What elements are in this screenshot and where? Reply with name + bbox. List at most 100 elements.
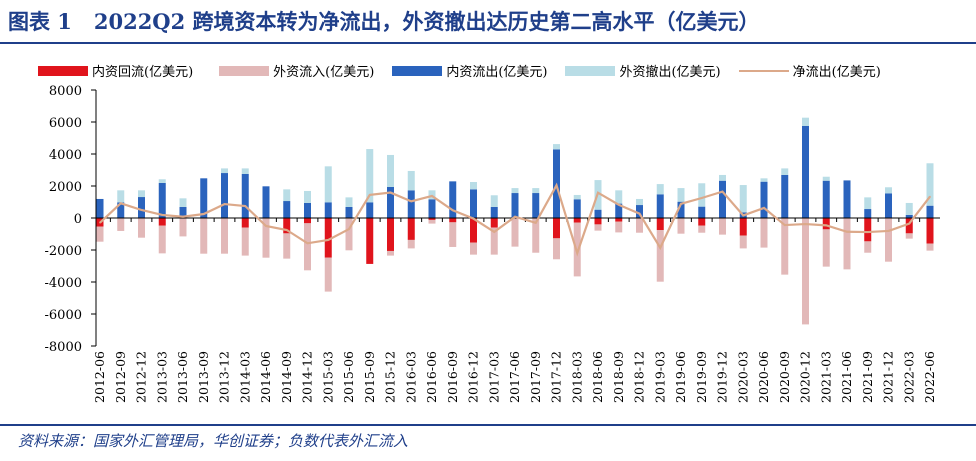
bar-domestic-outflow (428, 199, 436, 218)
point-net-outflow (99, 221, 101, 224)
bar-foreign-withdraw (158, 179, 166, 183)
bar-domestic-return (324, 218, 332, 258)
bar-foreign-withdraw (636, 198, 643, 206)
bar-domestic-outflow (594, 209, 602, 218)
x-tick-label: 2017-09 (528, 351, 543, 403)
bar-domestic-return (553, 218, 560, 239)
y-tick-label: 0 (74, 212, 82, 227)
bar-domestic-return (158, 218, 166, 226)
x-tick-label: 2017-12 (549, 351, 564, 403)
bar-foreign-withdraw (366, 149, 374, 203)
bar-foreign-withdraw (822, 176, 830, 181)
bar-domestic-return (926, 218, 934, 244)
bar-foreign-withdraw (864, 197, 872, 210)
point-net-outflow (431, 195, 433, 197)
title-divider (0, 42, 976, 44)
bar-foreign-inflow (241, 227, 249, 256)
bar-foreign-withdraw (573, 194, 581, 200)
x-tick-label: 2018-12 (632, 351, 647, 403)
bar-foreign-inflow (283, 233, 291, 259)
point-net-outflow (410, 200, 413, 203)
point-net-outflow (244, 205, 247, 207)
bar-foreign-inflow (345, 218, 353, 251)
bar-domestic-return (407, 218, 415, 240)
bar-foreign-inflow (636, 218, 643, 233)
bar-foreign-inflow (304, 223, 311, 271)
bar-domestic-return (470, 218, 477, 243)
point-net-outflow (451, 209, 454, 212)
bar-domestic-outflow (615, 203, 623, 218)
bar-domestic-outflow (511, 193, 519, 218)
bar-domestic-return (822, 218, 830, 230)
point-net-outflow (763, 207, 765, 209)
bar-foreign-inflow (324, 257, 332, 292)
bar-foreign-withdraw (656, 184, 664, 195)
bar-foreign-withdraw (117, 190, 125, 203)
bar-domestic-outflow (387, 186, 394, 218)
x-tick-label: 2018-03 (569, 351, 584, 403)
legend-swatch (565, 65, 616, 76)
bar-domestic-outflow (345, 206, 353, 218)
bar-domestic-outflow (926, 205, 934, 218)
bar-foreign-withdraw (221, 168, 228, 174)
bar-domestic-return (739, 218, 747, 236)
x-tick-label: 2019-03 (652, 351, 667, 403)
x-tick-label: 2020-03 (735, 351, 750, 403)
x-tick-label: 2021-06 (839, 351, 854, 403)
bar-domestic-outflow (822, 180, 830, 218)
bar-foreign-withdraw (719, 174, 726, 181)
point-net-outflow (493, 231, 496, 233)
legend-label: 外资撤出(亿美元) (619, 65, 721, 80)
bar-domestic-outflow (96, 198, 104, 218)
bar-domestic-outflow (885, 193, 892, 218)
bar-foreign-inflow (864, 241, 872, 253)
point-net-outflow (908, 222, 911, 225)
bar-foreign-inflow (117, 218, 125, 231)
x-tick-label: 2013-03 (154, 351, 169, 403)
x-tick-label: 2022-06 (922, 351, 937, 403)
legend-item-foreign-withdraw: 外资撤出(亿美元) (547, 61, 721, 80)
point-net-outflow (700, 197, 703, 199)
bar-foreign-inflow (594, 224, 602, 231)
x-tick-label: 2016-03 (403, 351, 418, 403)
point-net-outflow (680, 202, 682, 205)
bar-domestic-outflow (221, 173, 228, 218)
point-net-outflow (804, 223, 807, 225)
x-tick-label: 2016-09 (445, 351, 460, 403)
legend-label: 内资流出(亿美元) (446, 65, 548, 80)
point-net-outflow (825, 224, 828, 227)
point-net-outflow (576, 252, 579, 254)
x-tick-label: 2015-12 (383, 351, 398, 403)
bar-foreign-inflow (387, 250, 394, 256)
legend-swatch (392, 65, 443, 76)
source-divider (0, 424, 976, 426)
x-tick-label: 2021-12 (881, 351, 896, 403)
bar-domestic-outflow (532, 193, 540, 218)
point-net-outflow (783, 224, 786, 226)
bar-foreign-inflow (698, 225, 706, 233)
bar-domestic-outflow (179, 206, 187, 218)
bar-foreign-withdraw (511, 188, 519, 194)
x-tick-label: 2014-06 (258, 351, 273, 403)
bar-domestic-return (864, 218, 872, 242)
legend-swatch (219, 65, 270, 76)
y-tick-label: 6000 (49, 116, 82, 131)
bar-foreign-withdraw (781, 168, 789, 175)
legend-item-domestic-outflow: 内资流出(亿美元) (374, 61, 547, 80)
x-tick-label: 2016-06 (424, 351, 439, 403)
point-net-outflow (638, 212, 641, 215)
legend-label: 内资回流(亿美元) (92, 65, 194, 80)
bar-domestic-outflow (262, 186, 270, 218)
bar-domestic-outflow (283, 201, 291, 218)
bar-domestic-outflow (241, 174, 249, 218)
bar-foreign-inflow (885, 218, 892, 262)
bar-domestic-outflow (760, 181, 768, 218)
bar-foreign-inflow (926, 243, 934, 251)
bar-foreign-inflow (179, 218, 187, 237)
bar-foreign-inflow (200, 218, 208, 254)
point-net-outflow (659, 246, 662, 249)
x-tick-label: 2014-03 (237, 351, 252, 403)
x-tick-label: 2017-06 (507, 351, 522, 403)
bar-domestic-return (615, 218, 623, 222)
bar-domestic-outflow (636, 205, 643, 218)
